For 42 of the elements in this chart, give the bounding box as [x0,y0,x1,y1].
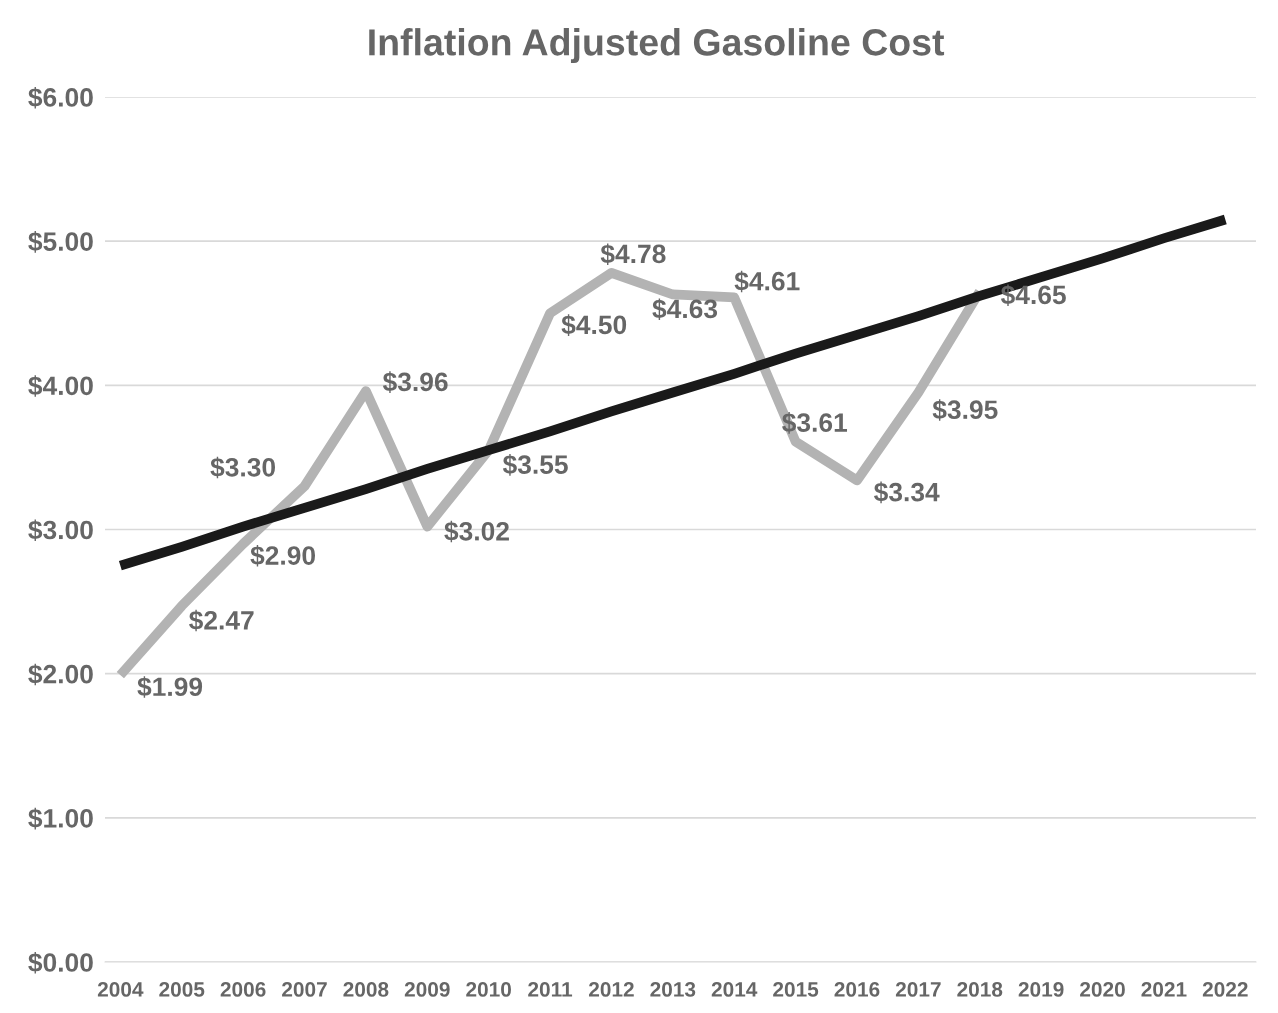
x-tick-label: 2016 [834,982,880,997]
chart-title: Inflation Adjusted Gasoline Cost [369,28,945,64]
x-tick-label: 2019 [1018,982,1064,997]
x-tick-label: 2012 [588,982,634,997]
x-tick-label: 2004 [97,982,144,997]
data-label: $3.34 [874,481,940,504]
x-tick-label: 2020 [1080,982,1125,997]
y-tick-label: $2.00 [28,663,93,686]
data-label: $3.61 [782,412,848,434]
x-tick-label: 2022 [1202,982,1248,997]
x-tick-label: 2014 [711,982,758,997]
x-tick-label: 2007 [282,982,327,997]
y-tick-label: $1.00 [28,807,93,830]
y-tick-label: $6.00 [28,86,93,109]
data-label: $4.50 [561,314,627,336]
x-tick-label: 2015 [773,982,819,997]
data-label: $3.55 [502,454,568,476]
y-tick-label: $4.00 [28,375,93,397]
y-tick-label: $5.00 [28,231,93,253]
data-label: $4.63 [652,298,718,320]
x-tick-label: 2008 [343,982,389,997]
data-label: $3.30 [210,456,276,479]
data-label: $1.99 [137,676,203,698]
x-tick-label: 2005 [159,982,205,997]
x-tick-label: 2021 [1141,982,1187,997]
data-label: $4.78 [600,243,666,265]
data-label: $2.47 [189,609,254,632]
data-label: $3.96 [382,371,448,393]
x-tick-label: 2006 [220,982,266,997]
x-tick-label: 2013 [650,982,696,997]
x-tick-label: 2018 [957,982,1003,997]
x-tick-label: 2011 [528,982,573,997]
x-tick-label: 2010 [466,982,511,997]
data-label: $4.65 [1000,284,1066,306]
x-tick-label: 2017 [895,982,941,997]
data-label: $4.61 [734,270,800,293]
y-tick-label: $3.00 [28,519,93,542]
y-tick-label: $0.00 [28,952,93,974]
data-label: $3.02 [444,520,509,543]
data-label: $2.90 [250,545,316,567]
x-tick-label: 2009 [404,982,450,997]
data-label: $3.95 [932,399,998,421]
